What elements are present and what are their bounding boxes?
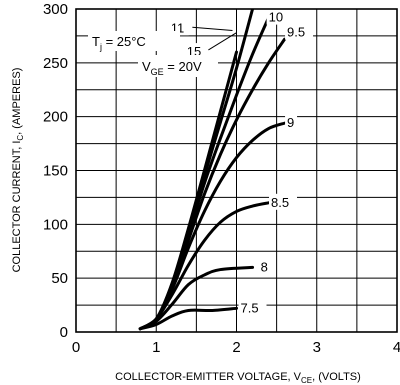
tj-annotation: Tj = 25°C [92,34,146,52]
y-tick-label: 0 [60,324,68,341]
vge-annotation: VGE = 20V [142,59,202,77]
x-tick-label: 1 [152,339,160,356]
y-tick-label: 250 [43,55,68,72]
curve-label-9: 9 [287,115,294,130]
y-tick-label: 150 [43,163,68,180]
vge-annotation-bg [138,55,218,77]
y-tick-label: 300 [43,1,68,18]
curve-label-7-5: 7.5 [241,300,259,315]
x-tick-label: 4 [393,339,400,356]
x-axis-title: COLLECTOR-EMITTER VOLTAGE, VCE, (VOLTS) [115,371,361,385]
curve-label-bg [285,23,314,40]
curve-label-bg [285,114,298,131]
y-tick-label: 100 [43,216,68,233]
tj-annotation-bg [88,31,180,51]
x-tick-label: 2 [232,339,240,356]
curve-vge-9-5 [138,37,287,331]
curve-label-leader [208,32,237,51]
tj-value: = 25°C [102,34,146,49]
tj-sub: j [99,42,102,52]
curve-layer [138,9,287,331]
curve-vge-11 [138,50,238,331]
curve-label-bg [238,299,267,316]
tick-labels: 0 1 2 3 4 0 50 100 150 200 250 300 [43,1,400,356]
curve-label-bg [269,193,298,210]
x-axis-title-sub: CE [301,376,312,385]
tj-main: T [92,34,100,49]
curve-label-10: 10 [269,10,283,25]
curve-label-8-5: 8.5 [271,195,289,210]
curve-label-bg [258,258,271,275]
vge-sub: GE [151,67,164,77]
x-axis-title-suffix: , (VOLTS) [312,371,361,383]
y-axis-title: COLLECTOR CURRENT, IC, (AMPERES) [11,68,25,273]
x-axis-title-main: COLLECTOR-EMITTER VOLTAGE, V [115,371,301,383]
vge-main: V [142,59,151,74]
vge-value: = 20V [164,59,202,74]
x-tick-label: 3 [313,339,321,356]
curve-label-8: 8 [261,259,268,274]
curve-vge-7-5 [138,306,238,331]
y-tick-label: 200 [43,109,68,126]
x-tick-label: 0 [72,339,80,356]
curve-vge-15 [138,9,255,331]
curve-label-leader [192,26,233,32]
y-axis-title-sub: C [16,135,25,141]
curve-label-9-5: 9.5 [287,25,305,40]
y-axis-title-main: COLLECTOR CURRENT, I [11,141,23,273]
y-axis-title-suffix: , (AMPERES) [11,68,23,135]
y-tick-label: 50 [51,270,68,287]
curve-label-bg [266,8,287,25]
plot-frame [75,8,398,333]
